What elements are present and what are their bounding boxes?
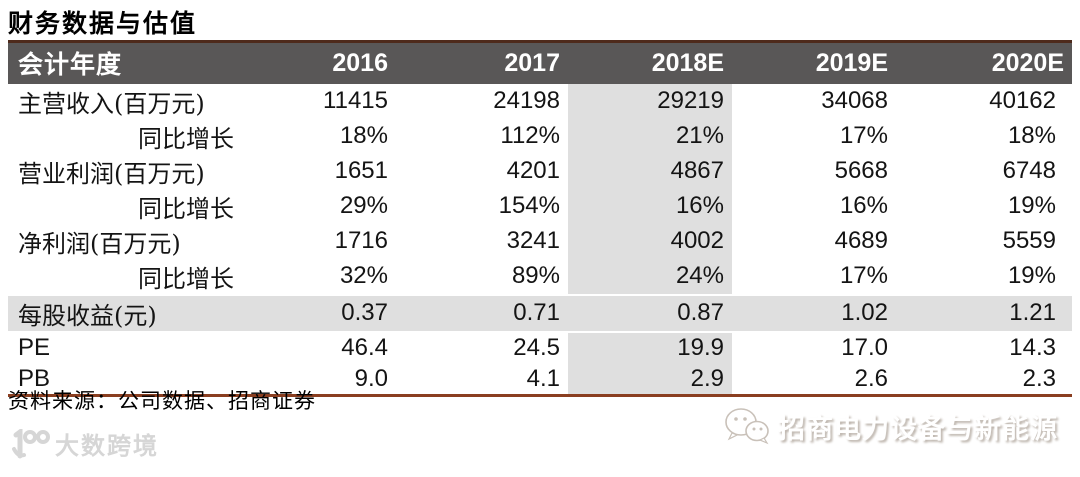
cell: 11415 bbox=[323, 87, 388, 114]
row-label: 同比增长 bbox=[138, 264, 234, 293]
cell: 3241 bbox=[506, 227, 560, 254]
cell: 24198 bbox=[493, 87, 560, 114]
table-row-operating-profit-growth: 同比增长 29% 154% 16% 16% 19% bbox=[8, 188, 1072, 224]
cell: 29% bbox=[339, 192, 388, 219]
cell: 89% bbox=[511, 262, 560, 289]
cell: 16% bbox=[839, 192, 888, 219]
cell: 5559 bbox=[1002, 227, 1056, 254]
table-row-pb: PB 9.0 4.1 2.9 2.6 2.3 bbox=[8, 363, 1072, 396]
cell: 9.0 bbox=[354, 364, 388, 392]
cell-highlighted: 4002 bbox=[568, 223, 732, 259]
cell: 2.3 bbox=[1022, 364, 1056, 392]
cell-highlighted: 19.9 bbox=[568, 331, 732, 364]
header-2019e: 2019E bbox=[732, 41, 896, 84]
cell-highlighted: 21% bbox=[568, 118, 732, 154]
table-header-row: 会计年度 2016 2017 2018E 2019E 2020E bbox=[8, 41, 1072, 84]
cell-highlighted: 29219 bbox=[568, 83, 732, 119]
row-label: 同比增长 bbox=[138, 194, 234, 223]
table-row-pe: PE 46.4 24.5 19.9 17.0 14.3 bbox=[8, 331, 1072, 364]
cell: 18% bbox=[1007, 122, 1056, 149]
watermark-dashu: 大数跨境 bbox=[8, 426, 159, 461]
table-row-net-profit-growth: 同比增长 32% 89% 24% 17% 19% bbox=[8, 258, 1072, 295]
table-row-revenue: 主营收入(百万元) 11415 24198 29219 34068 40162 bbox=[8, 83, 1072, 119]
financial-data-table: 会计年度 2016 2017 2018E 2019E 2020E 主营收入(百万… bbox=[8, 40, 1072, 397]
cell: 17% bbox=[839, 262, 888, 289]
cell: 14.3 bbox=[1009, 334, 1056, 361]
cell: 17.0 bbox=[841, 334, 888, 361]
cell: 34068 bbox=[821, 87, 888, 114]
cell: 0.37 bbox=[240, 293, 396, 333]
cell-highlighted: 0.87 bbox=[568, 293, 732, 333]
row-label: 每股收益(元) bbox=[8, 293, 240, 333]
cell: 1651 bbox=[334, 157, 388, 184]
cell-highlighted: 4867 bbox=[568, 153, 732, 189]
table-row-eps: 每股收益(元) 0.37 0.71 0.87 1.02 1.21 bbox=[8, 293, 1072, 333]
cell: 19% bbox=[1007, 262, 1056, 289]
row-label: 净利润(百万元) bbox=[18, 229, 181, 258]
table-row-operating-profit: 营业利润(百万元) 1651 4201 4867 5668 6748 bbox=[8, 153, 1072, 189]
cell: 46.4 bbox=[341, 334, 388, 361]
page-title: 财务数据与估值 bbox=[8, 9, 198, 38]
table-row-revenue-growth: 同比增长 18% 112% 21% 17% 18% bbox=[8, 118, 1072, 154]
cell: 5668 bbox=[834, 157, 888, 184]
cell: 2.6 bbox=[854, 364, 888, 392]
cell: 40162 bbox=[989, 87, 1056, 114]
cell: 17% bbox=[839, 122, 888, 149]
cell: 19% bbox=[1007, 192, 1056, 219]
cell: 32% bbox=[339, 262, 388, 289]
watermark-dashu-label: 大数跨境 bbox=[55, 432, 159, 460]
header-2020e: 2020E bbox=[896, 41, 1072, 84]
cell: 1716 bbox=[334, 227, 388, 254]
header-2017: 2017 bbox=[396, 41, 568, 84]
cell: 4201 bbox=[506, 157, 560, 184]
data-source-note: 资料来源：公司数据、招商证券 bbox=[8, 389, 316, 413]
cell-highlighted: 24% bbox=[568, 258, 732, 295]
cell: 1.21 bbox=[896, 293, 1072, 333]
cell: 18% bbox=[339, 122, 388, 149]
cell-highlighted: 2.9 bbox=[568, 363, 732, 396]
row-label: PE bbox=[18, 334, 51, 361]
wechat-icon bbox=[724, 406, 770, 446]
cell: 0.71 bbox=[396, 293, 568, 333]
cell: 4.1 bbox=[526, 364, 560, 392]
row-label: 主营收入(百万元) bbox=[18, 89, 205, 118]
row-label: 营业利润(百万元) bbox=[18, 159, 205, 188]
row-label: PB bbox=[18, 364, 51, 392]
header-2016: 2016 bbox=[240, 41, 396, 84]
cell: 6748 bbox=[1002, 157, 1056, 184]
cell-highlighted: 16% bbox=[568, 188, 732, 224]
cell: 154% bbox=[498, 192, 560, 219]
cell: 4689 bbox=[834, 227, 888, 254]
row-label: 同比增长 bbox=[138, 124, 234, 153]
watermark-cms-label: 招商电力设备与新能源 bbox=[778, 413, 1058, 445]
header-fiscal-year: 会计年度 bbox=[8, 41, 240, 84]
header-2018e: 2018E bbox=[568, 41, 732, 84]
table-row-net-profit: 净利润(百万元) 1716 3241 4002 4689 5559 bbox=[8, 223, 1072, 259]
cell: 24.5 bbox=[513, 334, 560, 361]
watermark-cms-wechat: 招商电力设备与新能源 bbox=[724, 406, 1058, 446]
cell: 1.02 bbox=[732, 293, 896, 333]
dashu-logo-icon bbox=[8, 426, 50, 459]
cell: 112% bbox=[500, 122, 560, 149]
